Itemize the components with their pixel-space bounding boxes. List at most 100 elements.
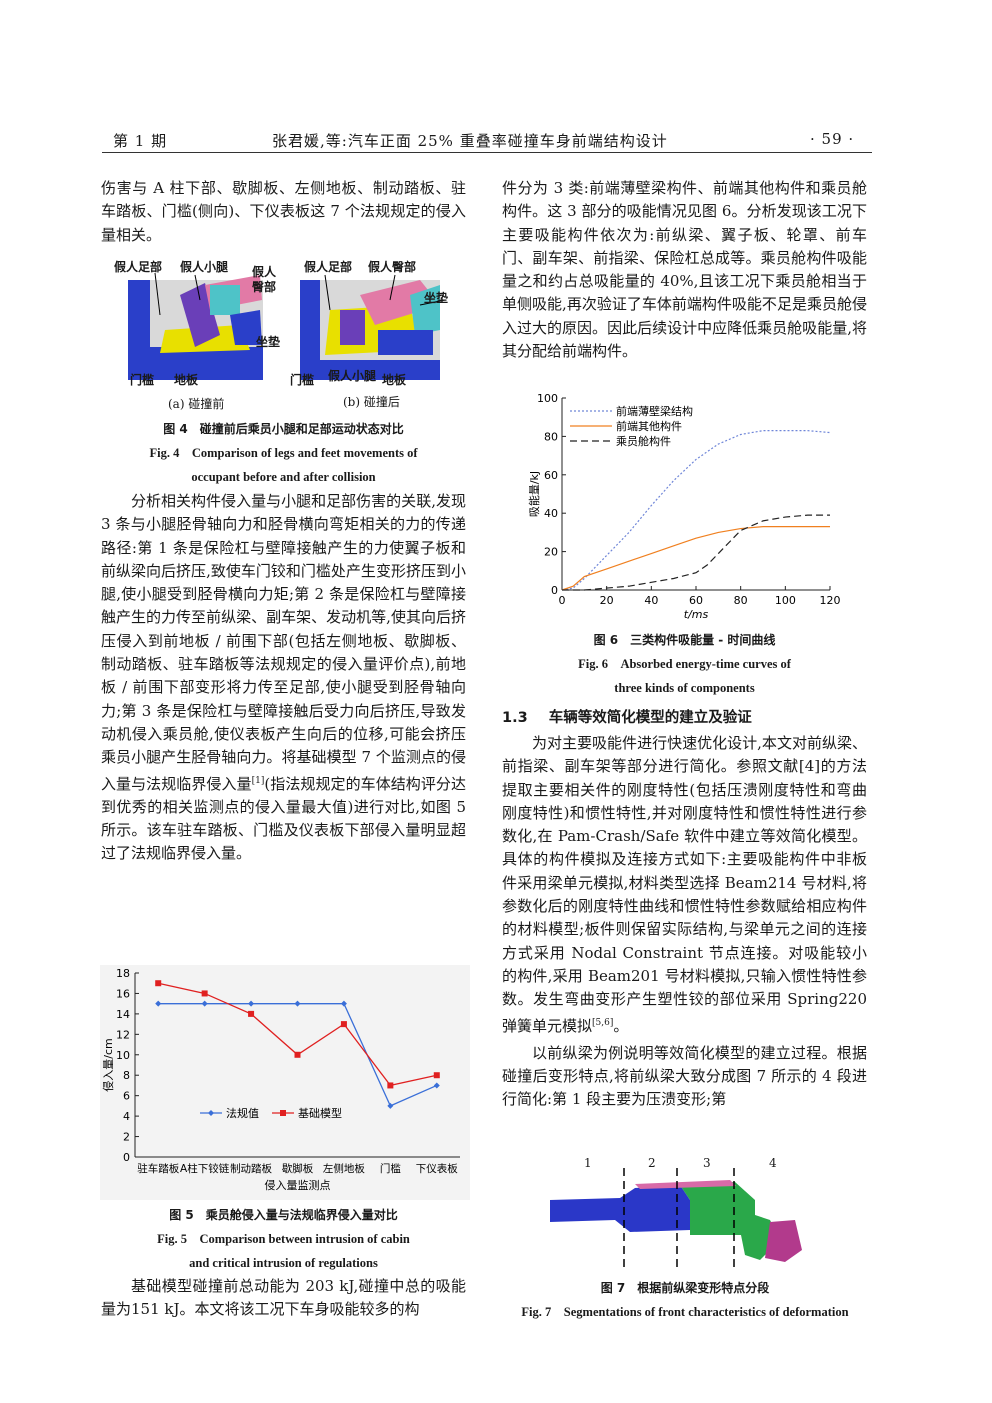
right-paragraph-2: 以前纵梁为例说明等效简化模型的建立过程。根据碰撞后变形特点,将前纵梁大致分成图 …: [502, 1043, 867, 1109]
figure-4-illustration: [128, 272, 446, 380]
chart5-legend-label: 基础模型: [298, 1106, 342, 1120]
figure-5-caption: 图 5 乘员舱侵入量与法规临界侵入量对比 Fig. 5 Comparison b…: [101, 1203, 466, 1275]
fig4b-label-floor: 地板: [382, 373, 407, 387]
chart5-ytick-label: 4: [123, 1110, 130, 1123]
header-rule: [102, 152, 872, 153]
section-title: 车辆等效简化模型的建立及验证: [548, 710, 752, 726]
figure-5-chart: 0 2 4 6 8 10 12 14 16 18 驻车踏板 A柱下铰链 制动踏板 歇脚板 左侧地板 门槛 下仪表…: [100, 965, 470, 1200]
journal-issue: 第 1 期: [113, 132, 168, 150]
left-intro: 伤害与 A 柱下部、歇脚板、左侧地板、制动踏板、驻车踏板、门槛(侧向)、下仪表板…: [101, 177, 466, 247]
figure-7-caption: 图 7 根据前纵梁变形特点分段 Fig. 7 Segmentations of …: [495, 1276, 875, 1324]
chart6-ytick-label: 20: [544, 546, 558, 559]
left-body: 分析相关构件侵入量与小腿和足部伤害的关联,发现 3 条与小腿胫骨轴向力和胫骨横向…: [101, 490, 466, 866]
fig4-caption-en2: occupant before and after collision: [191, 470, 376, 484]
fig4b-label-feet: 假人足部: [304, 260, 353, 274]
chart5-ytick-label: 16: [116, 987, 130, 1000]
left-intro-text: 伤害与 A 柱下部、歇脚板、左侧地板、制动踏板、驻车踏板、门槛(侧向)、下仪表板…: [101, 179, 466, 244]
chart6-xtick-label: 60: [689, 594, 703, 607]
fig4b-label-cushion: 坐垫: [424, 291, 449, 305]
figure-6: 0 20 40 60 80 100 0 20 40 60 80 100 120 t/ms 吸能量/kJ 前端薄…: [520, 390, 850, 625]
fig7-caption-en: Fig. 7 Segmentations of front characteri…: [521, 1305, 849, 1319]
fig4-caption-cn: 图 4 碰撞前后乘员小腿和足部运动状态对比: [163, 422, 404, 436]
chart5-point: [340, 1000, 347, 1007]
chart5-point: [201, 1000, 208, 1007]
chart5-point: [248, 1000, 255, 1007]
ref-5-6: [5,6]: [592, 1017, 614, 1028]
chart5-point: [433, 1072, 440, 1079]
chart6-xtick-label: 0: [559, 594, 566, 607]
chart5-point: [155, 1000, 162, 1007]
fig4a-label-floor: 地板: [174, 373, 199, 387]
fig4b-label-sill: 门槛: [290, 373, 315, 387]
chart6-series-line: [561, 526, 830, 591]
left-paragraph-2: 基础模型碰撞前总动能为 203 kJ,碰撞中总的吸能量为151 kJ。本文将该工…: [101, 1275, 466, 1322]
chart5-ytick-label: 12: [116, 1028, 130, 1041]
chart6-ylabel: 吸能量/kJ: [527, 471, 541, 517]
chart6-ytick-label: 0: [551, 584, 558, 597]
fig5-caption-en1: Fig. 5 Comparison between intrusion of c…: [157, 1232, 410, 1246]
chart5-legend-marker: [280, 1110, 286, 1116]
fig7-caption-cn: 图 7 根据前纵梁变形特点分段: [600, 1281, 770, 1295]
chart5-xtick-label: 左侧地板: [323, 1162, 365, 1175]
fig4b-label-leg: 假人小腿: [328, 369, 377, 383]
chart6-ytick-label: 100: [537, 392, 558, 405]
chart6-ytick-label: 80: [544, 430, 558, 443]
chart5-xtick-label: 制动踏板: [230, 1162, 272, 1175]
figure-4: 假人足部 假人小腿 假人臀部 坐垫 门槛 地板 假人足部 假人臀部 坐垫 门槛 …: [110, 255, 470, 415]
chart5-xtick-label: A柱下铰链: [180, 1162, 230, 1175]
chart5-xlabel: 侵入量监测点: [265, 1179, 331, 1192]
fig6-caption-en2: three kinds of components: [614, 681, 755, 695]
chart6-legend-label: 前端薄壁梁结构: [616, 404, 693, 418]
figure-7: 1 2 3 4: [540, 1156, 840, 1275]
chart5-point: [248, 1010, 255, 1017]
right-paragraph-0: 件分为 3 类:前端薄壁梁构件、前端其他构件和乘员舱构件。这 3 部分的吸能情况…: [502, 179, 867, 361]
section-number: 1.3: [502, 710, 528, 726]
right-body: 为对主要吸能件进行快速优化设计,本文对前纵梁、前指梁、副车架等部分进行简化。参照…: [502, 732, 867, 1112]
right-body-top: 件分为 3 类:前端薄壁梁构件、前端其他构件和乘员舱构件。这 3 部分的吸能情况…: [502, 177, 867, 363]
fig4a-label-hip: 假人臀部: [252, 265, 277, 294]
section-heading: 1.3 车辆等效简化模型的建立及验证: [502, 706, 752, 727]
fig5-caption-cn: 图 5 乘员舱侵入量与法规临界侵入量对比: [169, 1208, 398, 1222]
figure-6-chart: 0 20 40 60 80 100 0 20 40 60 80 100 120 t/ms 吸能量/kJ 前端薄…: [527, 392, 841, 621]
fig6-caption-cn: 图 6 三类构件吸能量 - 时间曲线: [593, 633, 776, 647]
fig6-caption-en1: Fig. 6 Absorbed energy-time curves of: [578, 657, 791, 671]
fig4b-subcaption: (b) 碰撞后: [343, 395, 400, 409]
fig4-caption-en1: Fig. 4 Comparison of legs and feet movem…: [149, 446, 418, 460]
fig4a-label-sill: 门槛: [130, 373, 155, 387]
chart5-legend-marker: [208, 1110, 214, 1116]
chart5-ytick-label: 0: [123, 1151, 130, 1164]
fig4a-label-leg: 假人小腿: [180, 260, 229, 274]
chart5-point: [294, 1051, 301, 1058]
fig5-caption-en2: and critical intrusion of regulations: [189, 1256, 378, 1270]
chart5-ylabel: 侵入量/cm: [102, 1038, 115, 1091]
chart5-ytick-label: 8: [123, 1069, 130, 1082]
running-title: 张君媛,等:汽车正面 25% 重叠率碰撞车身前端结构设计: [272, 132, 668, 150]
chart5-xtick-label: 歇脚板: [282, 1162, 314, 1175]
ref-1: [1]: [251, 775, 265, 786]
chart6-legend-label: 前端其他构件: [616, 419, 682, 433]
chart5-ytick-label: 14: [116, 1008, 130, 1021]
fig4b-label-hip: 假人臀部: [368, 260, 417, 274]
chart5-point: [294, 1000, 301, 1007]
chart6-series-line: [562, 514, 830, 591]
chart5-xtick-label: 下仪表板: [416, 1162, 458, 1175]
figure-6-caption: 图 6 三类构件吸能量 - 时间曲线 Fig. 6 Absorbed energ…: [502, 628, 867, 700]
chart5-point: [201, 990, 208, 997]
chart5-point: [387, 1102, 394, 1109]
chart5-point: [387, 1082, 394, 1089]
right-paragraph-1: 为对主要吸能件进行快速优化设计,本文对前纵梁、前指梁、副车架等部分进行简化。参照…: [502, 734, 867, 1035]
fig7-seg-2: 2: [648, 1156, 656, 1170]
figure-7-illustration: [550, 1168, 802, 1270]
left-paragraph-1: 分析相关构件侵入量与小腿和足部伤害的关联,发现 3 条与小腿胫骨轴向力和胫骨横向…: [101, 492, 466, 863]
fig4a-label-feet: 假人足部: [114, 260, 163, 274]
figure-4-caption: 图 4 碰撞前后乘员小腿和足部运动状态对比 Fig. 4 Comparison …: [101, 417, 466, 489]
page-number: · 59 ·: [810, 130, 855, 148]
chart6-xtick-label: 80: [734, 594, 748, 607]
chart6-legend-label: 乘员舱构件: [616, 434, 671, 448]
chart6-xtick-label: 40: [644, 594, 658, 607]
fig7-seg-1: 1: [584, 1156, 592, 1170]
chart6-ytick-label: 60: [544, 469, 558, 482]
chart5-ytick-label: 18: [116, 967, 130, 980]
chart5-ytick-label: 10: [116, 1049, 130, 1062]
fig7-seg-3: 3: [703, 1156, 711, 1170]
